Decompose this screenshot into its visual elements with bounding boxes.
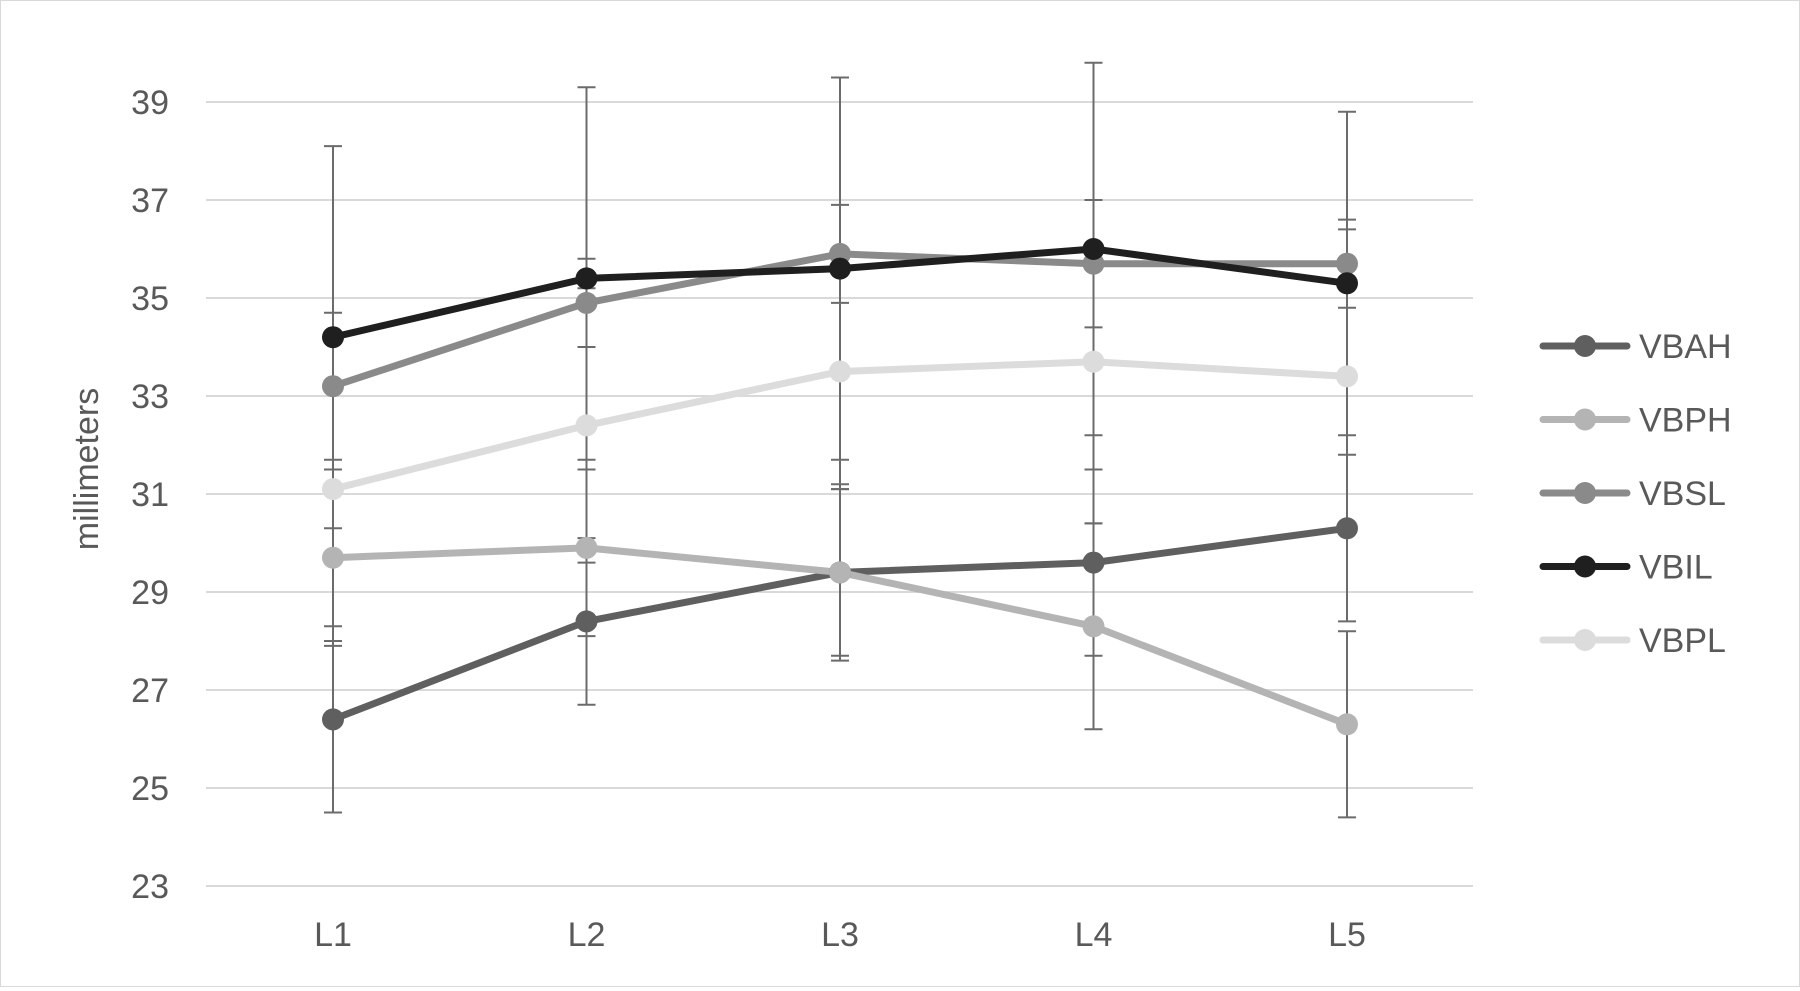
y-tick-label: 27 bbox=[131, 672, 169, 710]
x-tick-label: L5 bbox=[1328, 916, 1366, 954]
legend-item-vbah: VBAH bbox=[1539, 328, 1732, 366]
legend-label: VBAH bbox=[1639, 328, 1732, 366]
data-point-vbpl bbox=[575, 414, 598, 437]
data-point-vbil bbox=[322, 326, 344, 349]
data-point-vbph bbox=[1082, 615, 1105, 638]
data-point-vbsl bbox=[322, 375, 344, 398]
data-point-vbpl bbox=[829, 360, 851, 383]
data-point-vbil bbox=[1336, 272, 1358, 295]
y-axis-ticks: 23 25 27 29 31 33 35 37 39 bbox=[131, 84, 169, 906]
legend-swatch-marker bbox=[1574, 555, 1596, 578]
data-point-vbah bbox=[575, 610, 598, 633]
data-point-vbil bbox=[829, 257, 851, 280]
y-tick-label: 23 bbox=[131, 868, 169, 906]
data-point-vbpl bbox=[1082, 350, 1105, 373]
legend-swatch-marker bbox=[1574, 408, 1596, 431]
legend-label: VBSL bbox=[1639, 475, 1726, 513]
y-tick-label: 31 bbox=[131, 476, 169, 514]
x-tick-label: L4 bbox=[1075, 916, 1113, 954]
legend-item-vbil: VBIL bbox=[1539, 549, 1713, 587]
y-tick-label: 35 bbox=[131, 280, 169, 318]
data-point-vbph bbox=[322, 546, 344, 569]
legend-swatch-marker bbox=[1574, 482, 1596, 504]
data-point-vbil bbox=[1082, 238, 1105, 260]
legend-item-vbsl: VBSL bbox=[1539, 475, 1726, 513]
y-tick-label: 29 bbox=[131, 574, 169, 612]
series-points bbox=[322, 238, 1358, 736]
data-point-vbah bbox=[1336, 517, 1358, 540]
data-point-vbpl bbox=[322, 478, 344, 501]
data-point-vbph bbox=[1336, 713, 1358, 736]
y-axis-title: millimeters bbox=[68, 388, 106, 550]
legend: VBAH VBPH VBSL VBIL VBPL bbox=[1539, 328, 1732, 660]
x-tick-label: L3 bbox=[821, 916, 859, 954]
legend-label: VBIL bbox=[1639, 549, 1713, 587]
legend-item-vbph: VBPH bbox=[1539, 402, 1732, 440]
y-tick-label: 25 bbox=[131, 770, 169, 808]
data-point-vbpl bbox=[1336, 365, 1358, 388]
data-point-vbph bbox=[829, 561, 851, 584]
error-bars bbox=[324, 61, 1356, 819]
y-tick-label: 33 bbox=[131, 378, 169, 416]
legend-label: VBPH bbox=[1639, 402, 1732, 440]
data-point-vbph bbox=[575, 536, 598, 559]
legend-item-vbpl: VBPL bbox=[1539, 622, 1726, 660]
y-tick-label: 37 bbox=[131, 182, 169, 220]
x-tick-label: L1 bbox=[314, 916, 352, 954]
data-point-vbah bbox=[1082, 551, 1105, 574]
data-point-vbsl bbox=[1336, 252, 1358, 275]
data-point-vbil bbox=[575, 267, 598, 290]
x-tick-label: L2 bbox=[568, 916, 606, 954]
x-axis-ticks: L1 L2 L3 L4 L5 bbox=[314, 916, 1366, 954]
y-tick-label: 39 bbox=[131, 84, 169, 122]
data-point-vbah bbox=[322, 708, 344, 731]
data-point-vbsl bbox=[575, 291, 598, 314]
legend-swatch-marker bbox=[1574, 629, 1596, 651]
legend-label: VBPL bbox=[1639, 622, 1726, 660]
legend-swatch-marker bbox=[1574, 335, 1596, 357]
